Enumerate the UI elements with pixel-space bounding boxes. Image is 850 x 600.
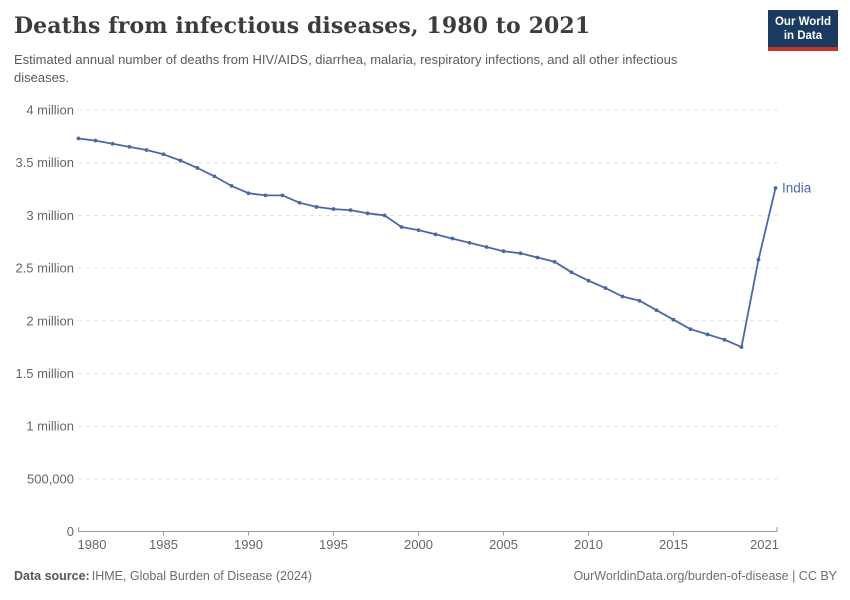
page-title: Deaths from infectious diseases, 1980 to…	[14, 13, 591, 39]
data-point	[280, 193, 285, 198]
data-point	[705, 332, 710, 337]
data-point	[297, 200, 302, 205]
data-point	[722, 337, 727, 342]
data-point	[144, 148, 149, 152]
series-line-india	[77, 137, 777, 348]
data-point	[161, 152, 166, 157]
data-point	[93, 138, 98, 143]
x-tick-label: 1990	[234, 537, 263, 552]
data-point	[229, 183, 234, 188]
data-point	[127, 144, 132, 149]
data-point	[620, 294, 625, 299]
y-tick-label: 1 million	[26, 419, 74, 434]
data-point	[76, 136, 81, 141]
data-point	[416, 228, 421, 233]
chart-subtitle: Estimated annual number of deaths from H…	[14, 52, 678, 85]
data-point	[348, 208, 353, 213]
x-tick-label: 2000	[404, 537, 433, 552]
data-source-label: Data source:	[14, 569, 90, 583]
data-source: Data source: IHME, Global Burden of Disea…	[14, 569, 312, 583]
x-tick-label: 2015	[659, 537, 688, 552]
data-point	[331, 207, 336, 211]
data-source-text: IHME, Global Burden of Disease (2024)	[91, 569, 312, 583]
x-tick-label: 1995	[319, 537, 348, 552]
data-point	[637, 298, 642, 303]
data-point	[212, 174, 217, 179]
data-point	[654, 308, 659, 313]
data-point	[484, 245, 489, 249]
data-point	[382, 213, 387, 218]
data-point	[739, 345, 744, 349]
x-tick-label: 2021	[750, 537, 779, 552]
data-point	[195, 166, 200, 170]
attribution-link[interactable]: OurWorldinData.org/burden-of-disease | C…	[573, 569, 837, 583]
y-tick-label: 500,000	[27, 471, 74, 486]
data-point	[518, 251, 523, 256]
owid-logo-line1: Our World	[774, 16, 831, 28]
data-point	[569, 270, 574, 275]
data-point	[603, 286, 608, 290]
owid-logo-line2: in Data	[783, 30, 823, 43]
series-end-label: India	[782, 180, 812, 195]
data-point	[773, 186, 778, 190]
y-tick-label: 0	[67, 524, 74, 539]
data-point	[467, 240, 472, 245]
data-point	[263, 193, 268, 198]
x-tick-label: 1980	[78, 537, 107, 552]
data-point	[450, 236, 455, 241]
data-point	[246, 191, 251, 196]
data-point	[314, 205, 319, 209]
data-point	[535, 255, 540, 260]
data-point	[756, 257, 761, 262]
y-tick-label: 1.5 million	[15, 366, 74, 381]
data-point	[671, 317, 676, 322]
x-tick-label: 2010	[574, 537, 603, 552]
x-tick-label: 1985	[149, 537, 178, 552]
y-tick-label: 2.5 million	[15, 261, 74, 276]
owid-logo: Our World in Data	[767, 10, 838, 52]
data-point	[501, 249, 506, 254]
data-point	[110, 141, 115, 146]
data-point	[178, 158, 183, 163]
x-tick-label: 2005	[489, 537, 518, 552]
data-point	[365, 211, 370, 216]
y-tick-label: 3 million	[26, 208, 74, 223]
data-point	[688, 327, 693, 332]
data-point	[399, 225, 404, 229]
data-point	[552, 259, 557, 264]
y-tick-label: 2 million	[26, 313, 74, 328]
data-point	[586, 278, 591, 283]
y-tick-label: 4 million	[26, 103, 74, 118]
data-point	[433, 232, 438, 237]
y-tick-label: 3.5 million	[15, 155, 74, 170]
